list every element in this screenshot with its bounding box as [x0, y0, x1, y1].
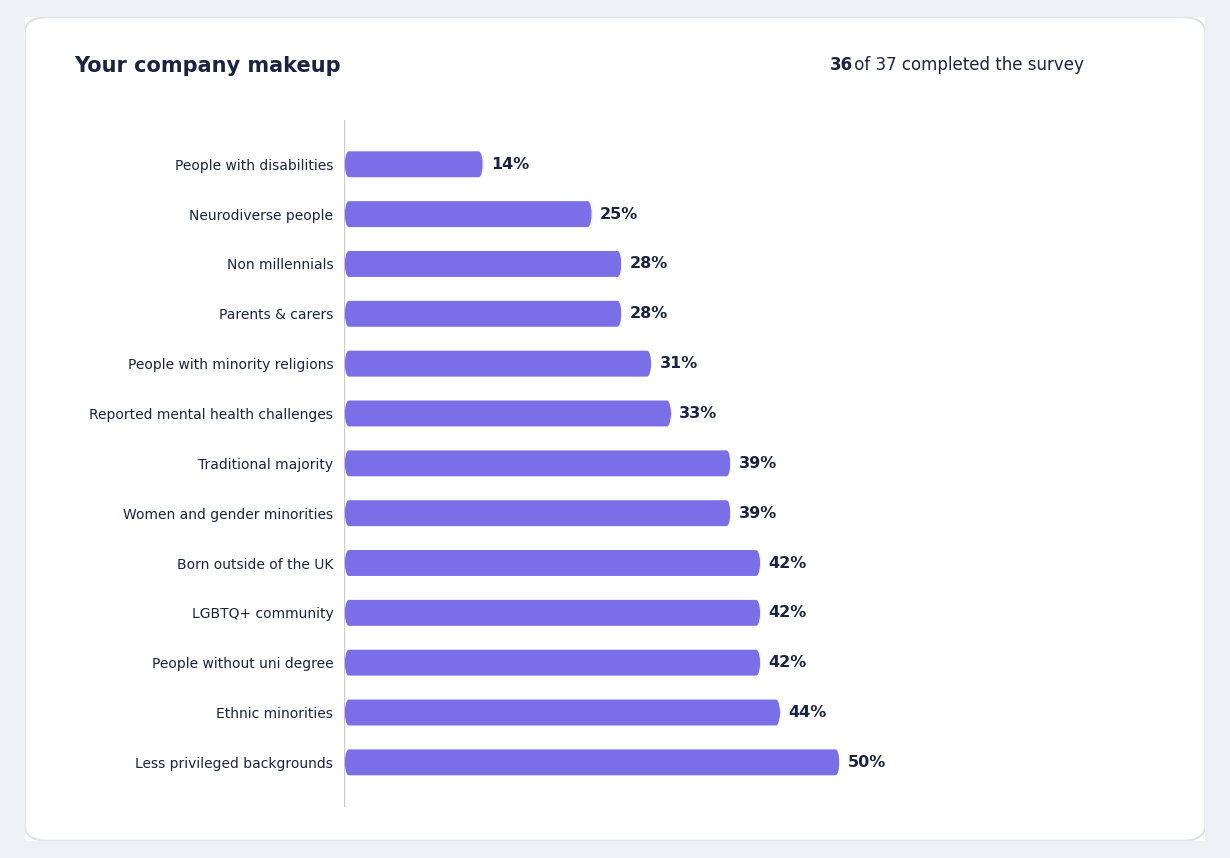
Text: Your company makeup: Your company makeup: [74, 56, 341, 76]
Bar: [344, 351, 652, 377]
Text: 36: 36: [830, 56, 854, 74]
Text: 39%: 39%: [739, 456, 777, 471]
FancyBboxPatch shape: [344, 650, 760, 675]
Text: 14%: 14%: [491, 157, 529, 172]
Text: 25%: 25%: [600, 207, 638, 221]
Text: 44%: 44%: [788, 705, 827, 720]
FancyBboxPatch shape: [344, 201, 592, 227]
FancyBboxPatch shape: [344, 351, 652, 377]
Bar: [344, 600, 760, 625]
Text: 42%: 42%: [769, 606, 807, 620]
FancyBboxPatch shape: [25, 17, 1205, 841]
FancyBboxPatch shape: [344, 450, 731, 476]
Bar: [344, 401, 672, 426]
FancyBboxPatch shape: [344, 401, 672, 426]
Bar: [344, 301, 622, 327]
Bar: [344, 699, 780, 726]
FancyBboxPatch shape: [344, 151, 483, 178]
Text: 50%: 50%: [847, 755, 886, 770]
Bar: [344, 500, 731, 526]
Bar: [344, 151, 483, 178]
Text: 42%: 42%: [769, 555, 807, 571]
FancyBboxPatch shape: [344, 500, 731, 526]
FancyBboxPatch shape: [344, 301, 622, 327]
FancyBboxPatch shape: [344, 749, 840, 776]
Bar: [344, 550, 760, 576]
Text: 39%: 39%: [739, 505, 777, 521]
FancyBboxPatch shape: [344, 699, 780, 726]
Text: 28%: 28%: [630, 306, 668, 321]
Bar: [344, 201, 592, 227]
Text: 28%: 28%: [630, 257, 668, 271]
FancyBboxPatch shape: [344, 251, 622, 277]
Bar: [344, 450, 731, 476]
FancyBboxPatch shape: [344, 600, 760, 625]
Text: 42%: 42%: [769, 656, 807, 670]
Text: of 37 completed the survey: of 37 completed the survey: [849, 56, 1084, 74]
Text: 33%: 33%: [679, 406, 717, 421]
Text: 31%: 31%: [659, 356, 697, 372]
Bar: [344, 251, 622, 277]
FancyBboxPatch shape: [344, 550, 760, 576]
Bar: [344, 650, 760, 675]
Bar: [344, 749, 840, 776]
